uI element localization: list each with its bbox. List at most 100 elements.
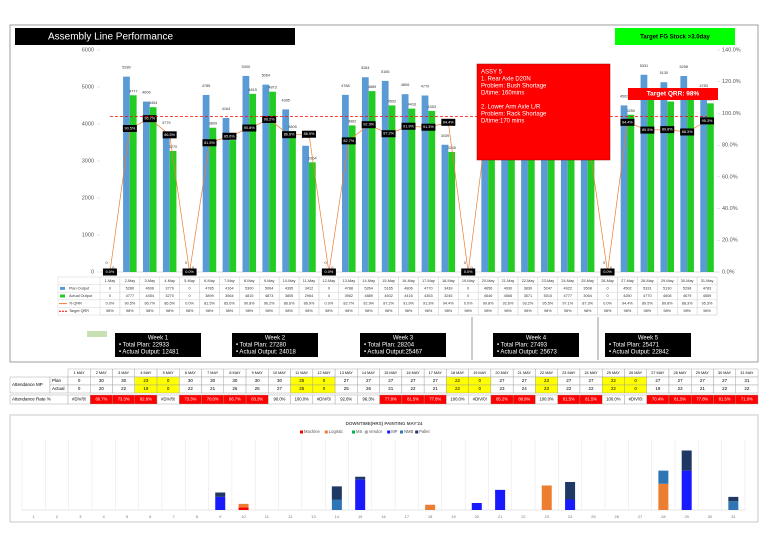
table-value: 98% xyxy=(524,309,532,313)
table-value: 3508 xyxy=(583,286,591,290)
x-tick-label: 3 xyxy=(79,514,82,519)
plan-value: 0 xyxy=(78,378,81,383)
bar xyxy=(408,108,416,272)
week-actual: • Actual Output: 12481 xyxy=(119,350,179,356)
x-tick-label: 20-May xyxy=(482,279,495,283)
week-plan: • Total Plan: 22933 xyxy=(119,343,170,349)
y-tick-label: 3000 xyxy=(82,158,94,164)
table-value: 98% xyxy=(166,309,174,313)
table-value: 98% xyxy=(644,309,652,313)
bar xyxy=(289,131,296,272)
table-value: 0.0% xyxy=(325,302,334,306)
bar-label: 4502 xyxy=(388,99,396,103)
date-label: 25 MAY xyxy=(607,371,621,375)
bar xyxy=(501,89,509,272)
bar xyxy=(687,98,694,272)
table-value: 85.6% xyxy=(224,302,235,306)
x-tick-label: 22 xyxy=(521,514,526,519)
qrr-label: 94.4% xyxy=(443,120,454,124)
table-value: 4502 xyxy=(623,286,631,290)
rate-value: 70.0% xyxy=(207,397,219,402)
y-tick-label: 4000 xyxy=(82,121,94,127)
downtime-panel xyxy=(9,414,759,523)
date-label: 20 MAY xyxy=(495,371,509,375)
downtime-bar xyxy=(471,503,482,510)
bar-label: 4783 xyxy=(699,84,707,88)
qrr-label: 95.3% xyxy=(702,119,713,123)
actual-value: 23 xyxy=(500,386,506,391)
table-value: 4566 xyxy=(504,294,512,298)
qrr-label: 94.4% xyxy=(622,120,633,124)
legend-swatch xyxy=(324,430,328,434)
downtime-bar xyxy=(215,496,226,510)
table-value: 82.7% xyxy=(343,302,354,306)
x-tick-label: 28-May xyxy=(641,279,654,283)
plan-value: 30 xyxy=(99,378,105,383)
x-tick-label: 23 xyxy=(545,514,550,519)
bar-label: 4416 xyxy=(408,103,416,107)
annotation-text: ASSY 5 xyxy=(481,70,503,76)
table-value: 3270 xyxy=(165,294,173,298)
table-value: 0.0% xyxy=(185,302,194,306)
table-value: 98% xyxy=(504,309,512,313)
date-label: 24 MAY xyxy=(584,371,598,375)
qrr-label-box xyxy=(301,130,316,138)
table-value: 4785 xyxy=(205,286,213,290)
target-annotation-box xyxy=(628,88,718,100)
qrr-label: 0.0% xyxy=(185,270,194,274)
table-value: 98% xyxy=(265,309,273,313)
week-plan: • Total Plan: 25471 xyxy=(609,343,660,349)
bar xyxy=(667,101,675,272)
legend-swatch xyxy=(300,430,303,434)
y2-tick-label: 120.0% xyxy=(722,79,741,85)
downtime-bar xyxy=(238,507,249,510)
actual-value: 24 xyxy=(522,386,528,391)
bar xyxy=(302,145,309,272)
bar-label: 5298 xyxy=(680,65,688,69)
bar-label: 4164 xyxy=(222,107,230,111)
actual-value: 22 xyxy=(455,386,461,391)
date-label: 30 MAY xyxy=(718,371,732,375)
week-box xyxy=(605,333,691,357)
y2-tick-label: 100.0% xyxy=(722,111,741,117)
x-tick-label: 30 xyxy=(708,514,713,519)
actual-value: 0 xyxy=(78,386,81,391)
table-value: 86.5% xyxy=(164,302,175,306)
date-label: 26 MAY xyxy=(629,371,643,375)
bar xyxy=(342,94,349,273)
date-label: 14 MAY xyxy=(362,371,376,375)
rate-value: 77.8% xyxy=(429,397,441,402)
bar-label: 4454 xyxy=(149,101,157,105)
table-value: 98% xyxy=(584,309,592,313)
bar xyxy=(587,158,595,272)
qrr-label-box xyxy=(102,268,117,276)
qrr-label: 89.5% xyxy=(642,128,653,132)
bar xyxy=(488,100,495,273)
table-value: 3564 xyxy=(225,294,233,298)
x-tick-label: 7 xyxy=(172,514,175,519)
table-value: 98% xyxy=(206,309,214,313)
annotation-box xyxy=(476,63,611,161)
x-tick-label: 30-May xyxy=(681,279,694,283)
table-value: 98% xyxy=(345,309,353,313)
table-value: 0.0% xyxy=(603,302,612,306)
qrr-label: 90.5% xyxy=(124,126,135,130)
qrr-label: 87.2% xyxy=(383,132,394,136)
plan-value: 27 xyxy=(589,378,595,383)
plan-value: 0 xyxy=(479,378,482,383)
bar xyxy=(282,109,290,272)
qrr-label-box xyxy=(381,130,396,138)
table-value: 3962 xyxy=(345,294,353,298)
table-value: 98% xyxy=(405,309,413,313)
x-tick-label: 8-May xyxy=(244,279,255,283)
qrr-label: 96.7% xyxy=(144,117,155,121)
legend-label: MP xyxy=(391,429,397,434)
actual-value: 22 xyxy=(121,386,127,391)
rate-value: 96.3% xyxy=(363,397,375,402)
x-tick-label: 31-May xyxy=(701,279,714,283)
row-label: Plan xyxy=(52,378,62,383)
qrr-label-box xyxy=(660,126,675,134)
x-tick-label: 14-May xyxy=(362,279,375,283)
bar xyxy=(262,84,270,272)
bar-label: 0 xyxy=(610,266,612,270)
